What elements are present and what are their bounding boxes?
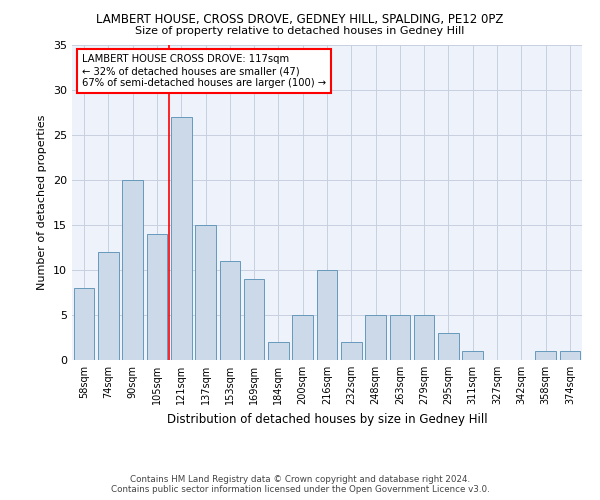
Bar <box>535 351 556 360</box>
Bar <box>560 351 580 360</box>
Bar <box>220 261 240 360</box>
Bar <box>244 279 265 360</box>
Bar <box>292 315 313 360</box>
Bar <box>438 333 459 360</box>
Bar <box>365 315 386 360</box>
Text: LAMBERT HOUSE CROSS DROVE: 117sqm
← 32% of detached houses are smaller (47)
67% : LAMBERT HOUSE CROSS DROVE: 117sqm ← 32% … <box>82 54 326 88</box>
Bar <box>146 234 167 360</box>
X-axis label: Distribution of detached houses by size in Gedney Hill: Distribution of detached houses by size … <box>167 412 487 426</box>
Bar <box>195 225 216 360</box>
Bar <box>389 315 410 360</box>
Bar <box>122 180 143 360</box>
Bar <box>98 252 119 360</box>
Bar <box>341 342 362 360</box>
Text: Size of property relative to detached houses in Gedney Hill: Size of property relative to detached ho… <box>136 26 464 36</box>
Bar <box>463 351 483 360</box>
Text: LAMBERT HOUSE, CROSS DROVE, GEDNEY HILL, SPALDING, PE12 0PZ: LAMBERT HOUSE, CROSS DROVE, GEDNEY HILL,… <box>97 12 503 26</box>
Text: Contains HM Land Registry data © Crown copyright and database right 2024.
Contai: Contains HM Land Registry data © Crown c… <box>110 474 490 494</box>
Bar <box>74 288 94 360</box>
Bar <box>268 342 289 360</box>
Bar <box>171 117 191 360</box>
Bar <box>317 270 337 360</box>
Bar <box>414 315 434 360</box>
Y-axis label: Number of detached properties: Number of detached properties <box>37 115 47 290</box>
